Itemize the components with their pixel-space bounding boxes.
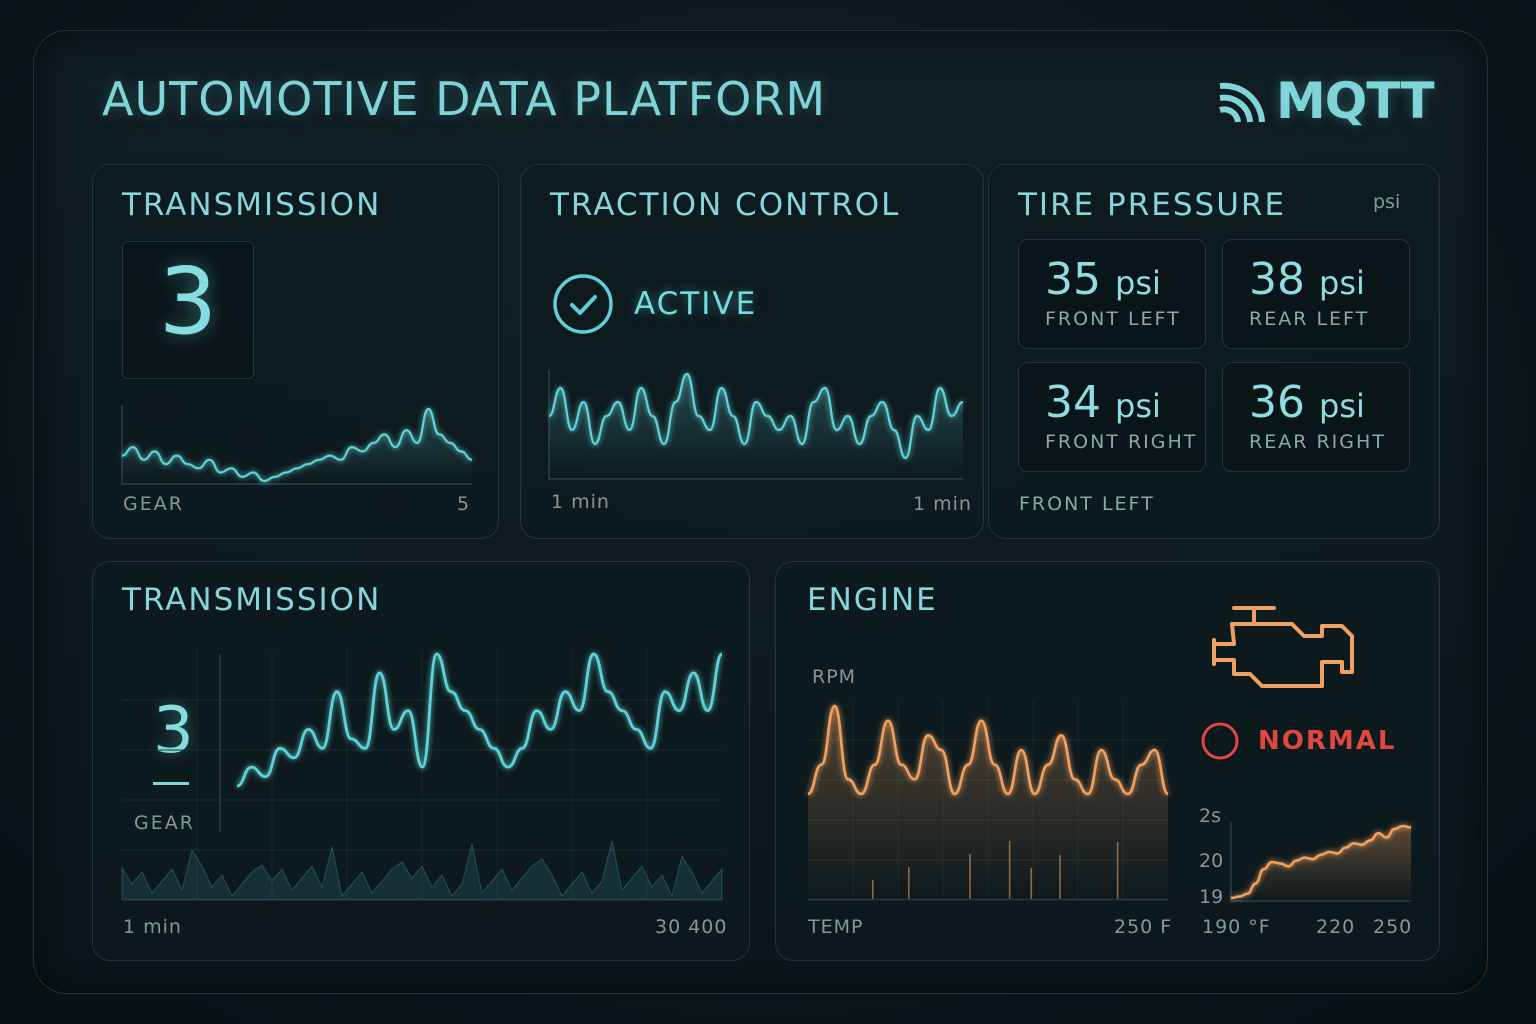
tire-rear-left: 38 psi REAR LEFT bbox=[1222, 239, 1410, 349]
status-circle-icon bbox=[1201, 722, 1239, 760]
traction-status-text: ACTIVE bbox=[634, 286, 758, 322]
gear-indicator: 3 bbox=[122, 241, 254, 379]
temp-tick-y: 19 bbox=[1199, 886, 1224, 908]
gear-value-large: 3 bbox=[153, 694, 194, 768]
tire-front-left: 35 psi FRONT LEFT bbox=[1018, 239, 1206, 349]
tire-front-right: 34 psi FRONT RIGHT bbox=[1018, 362, 1206, 472]
tire-unit: psi bbox=[1319, 387, 1365, 425]
check-circle-icon bbox=[553, 274, 613, 334]
tire-unit: psi bbox=[1115, 264, 1161, 302]
transmission-card[interactable]: TRANSMISSION 3 GEAR 5 bbox=[92, 164, 499, 539]
tire-pressure-card[interactable]: TIRE PRESSURE psi 35 psi FRONT LEFT 38 psi… bbox=[988, 164, 1440, 539]
temp-tick-x: 220 bbox=[1316, 916, 1356, 938]
series-area bbox=[122, 409, 472, 485]
traction-control-card[interactable]: TRACTION CONTROL ACTIVE 1 min 1 min bbox=[520, 164, 984, 539]
traction-status: ACTIVE bbox=[552, 273, 757, 335]
tire-unit: psi bbox=[1115, 387, 1161, 425]
tire-unit-label: psi bbox=[1373, 191, 1401, 213]
engine-title: ENGINE bbox=[807, 582, 938, 618]
tire-rear-right: 36 psi REAR RIGHT bbox=[1222, 362, 1410, 472]
divider bbox=[219, 654, 221, 832]
tire-value: 36 bbox=[1249, 377, 1305, 428]
temp-max-label: 250 F bbox=[1114, 916, 1173, 938]
axis-label-left: 1 min bbox=[551, 491, 610, 513]
engine-card[interactable]: ENGINE RPM TEMP 250 F NORMAL 2s 20 19 19… bbox=[775, 561, 1440, 961]
temp-tick-x: 250 bbox=[1373, 916, 1413, 938]
transmission-detail-card[interactable]: TRANSMISSION 3 GEAR 1 min 30 400 bbox=[92, 561, 750, 961]
mqtt-signal-icon bbox=[1219, 82, 1265, 123]
tire-value: 35 bbox=[1045, 254, 1101, 305]
axis-label-left: GEAR bbox=[123, 493, 184, 515]
rpm-label: RPM bbox=[812, 666, 857, 688]
gear-label: GEAR bbox=[134, 812, 195, 834]
transmission-chart bbox=[121, 405, 473, 485]
series-line bbox=[807, 704, 1170, 796]
tire-position: FRONT LEFT bbox=[1045, 308, 1181, 330]
rpm-chart bbox=[807, 700, 1170, 901]
axis-label-left: 1 min bbox=[123, 916, 182, 938]
transmission-detail-title: TRANSMISSION bbox=[122, 582, 382, 618]
series-line bbox=[236, 652, 724, 788]
check-engine-icon bbox=[1212, 606, 1354, 688]
tire-position: FRONT RIGHT bbox=[1045, 431, 1198, 453]
page-title: AUTOMOTIVE DATA PLATFORM bbox=[102, 72, 827, 126]
engine-status: NORMAL bbox=[1200, 721, 1396, 761]
tire-value: 38 bbox=[1249, 254, 1305, 305]
series-area bbox=[808, 706, 1168, 900]
series-area bbox=[549, 374, 963, 480]
temp-tick-y: 2s bbox=[1199, 805, 1221, 827]
transmission-detail-chart bbox=[121, 650, 724, 901]
tire-footer-label: FRONT LEFT bbox=[1019, 493, 1155, 515]
tire-position: REAR RIGHT bbox=[1249, 431, 1386, 453]
axis-label-right: 30 400 bbox=[655, 916, 728, 938]
tire-position: REAR LEFT bbox=[1249, 308, 1370, 330]
temperature-chart bbox=[1230, 822, 1412, 902]
brand-logo: MQTT bbox=[1216, 72, 1435, 130]
gear-underline bbox=[153, 782, 189, 785]
tire-value: 34 bbox=[1045, 377, 1101, 428]
axis-label-right: 5 bbox=[457, 493, 472, 515]
temp-tick-y: 20 bbox=[1199, 850, 1224, 872]
tire-unit: psi bbox=[1319, 264, 1365, 302]
temp-label: TEMP bbox=[808, 916, 864, 938]
axis-label-right: 1 min bbox=[913, 493, 972, 515]
tire-pressure-title: TIRE PRESSURE bbox=[1018, 187, 1287, 223]
activity-area bbox=[121, 840, 723, 901]
brand-name: MQTT bbox=[1276, 72, 1435, 130]
series-area bbox=[1231, 826, 1411, 902]
traction-control-title: TRACTION CONTROL bbox=[550, 187, 901, 223]
transmission-title: TRANSMISSION bbox=[122, 187, 382, 223]
gear-value: 3 bbox=[158, 248, 218, 355]
temp-tick-x: 190 °F bbox=[1202, 916, 1271, 938]
engine-status-text: NORMAL bbox=[1258, 726, 1397, 756]
traction-chart bbox=[548, 370, 964, 480]
